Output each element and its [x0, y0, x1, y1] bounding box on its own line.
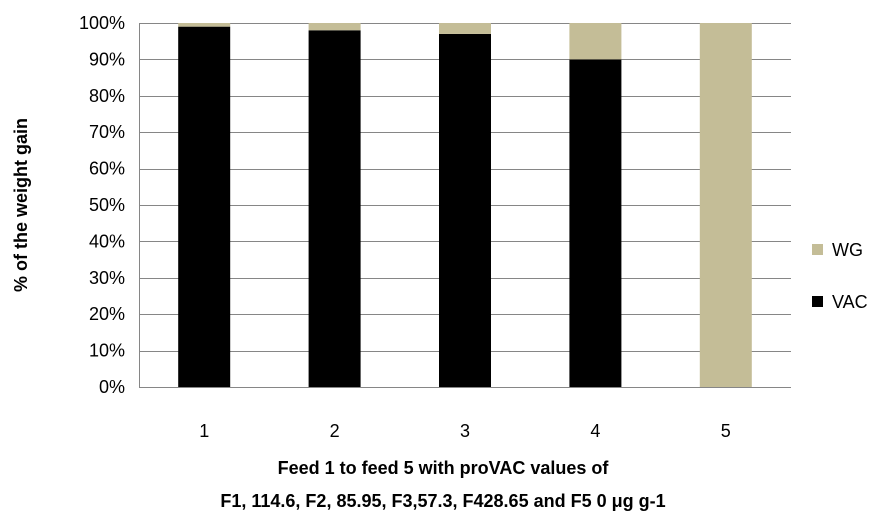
- y-tick-label: 90%: [89, 49, 125, 69]
- y-tick-label: 10%: [89, 341, 125, 361]
- bar-wg-4: [569, 23, 622, 60]
- x-tick-label: 4: [590, 421, 600, 441]
- y-tick-labels: 0% 10% 20% 30% 40% 50% 60% 70% 80% 90% 100%: [79, 13, 125, 397]
- y-tick-label: 30%: [89, 268, 125, 288]
- bar-vac-2: [308, 30, 361, 388]
- y-tick-label: 0%: [99, 377, 125, 397]
- bar-vac-1: [178, 26, 231, 387]
- y-tick-label: 80%: [89, 86, 125, 106]
- legend-label-vac: VAC: [832, 292, 868, 312]
- bars: [178, 23, 752, 388]
- legend-swatch-vac: [812, 296, 823, 307]
- y-axis-title: % of the weight gain: [11, 118, 31, 292]
- y-tick-label: 100%: [79, 13, 125, 33]
- bar-wg-2: [308, 23, 361, 31]
- bar-vac-3: [439, 33, 491, 388]
- x-tick-label: 1: [199, 421, 209, 441]
- x-tick-label: 3: [460, 421, 470, 441]
- bar-wg-5: [699, 23, 752, 387]
- x-tick-labels: 1 2 3 4 5: [199, 421, 731, 441]
- bar-wg-1: [178, 23, 231, 27]
- legend-swatch-wg: [812, 244, 823, 255]
- y-tick-label: 40%: [89, 231, 125, 251]
- legend: WG VAC: [812, 240, 868, 312]
- y-tick-label: 20%: [89, 304, 125, 324]
- bar-vac-4: [569, 59, 622, 388]
- legend-label-wg: WG: [832, 240, 863, 260]
- x-tick-label: 2: [330, 421, 340, 441]
- y-tick-label: 60%: [89, 159, 125, 179]
- x-axis-title-line-1: Feed 1 to feed 5 with proVAC values of: [278, 458, 610, 478]
- bar-wg-3: [439, 23, 491, 34]
- y-tick-label: 70%: [89, 122, 125, 142]
- x-axis-title-line-2: F1, 114.6, F2, 85.95, F3,57.3, F428.65 a…: [220, 491, 665, 511]
- x-tick-label: 5: [721, 421, 731, 441]
- y-tick-label: 50%: [89, 195, 125, 215]
